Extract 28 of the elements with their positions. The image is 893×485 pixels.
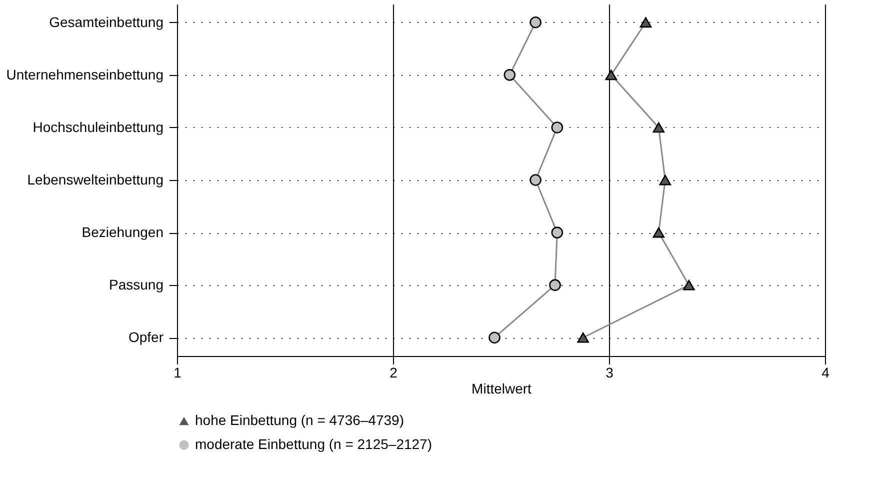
x-tick-label: 1: [174, 364, 182, 380]
x-tick-label: 2: [390, 364, 398, 380]
y-tick-label: Beziehungen: [82, 224, 164, 240]
point: [530, 16, 542, 28]
point: [549, 279, 561, 291]
point: [659, 174, 672, 186]
point: [683, 280, 695, 290]
x-tick-label: 4: [822, 364, 830, 380]
y-tick-label: Gesamteinbettung: [49, 14, 164, 30]
point: [577, 332, 589, 343]
x-axis-title: Mittelwert: [472, 380, 532, 396]
y-tick-label: Lebenswelteinbettung: [27, 172, 164, 188]
point: [652, 122, 665, 133]
x-tick-label: 3: [606, 364, 614, 380]
point: [488, 332, 500, 344]
point: [530, 174, 542, 186]
point: [640, 17, 652, 28]
point: [652, 227, 665, 238]
point: [605, 70, 618, 80]
y-tick-label: Unternehmenseinbettung: [6, 66, 164, 82]
point: [504, 69, 516, 81]
legend-label: hohe Einbettung (n = 4736–4739): [195, 412, 404, 428]
y-tick-label: Hochschuleinbettung: [32, 118, 164, 135]
point: [551, 226, 564, 238]
point: [551, 122, 564, 134]
y-tick-label: Opfer: [128, 329, 164, 346]
y-tick-label: Passung: [109, 276, 164, 293]
legend-label: moderate Einbettung (n = 2125–2127): [195, 436, 432, 452]
